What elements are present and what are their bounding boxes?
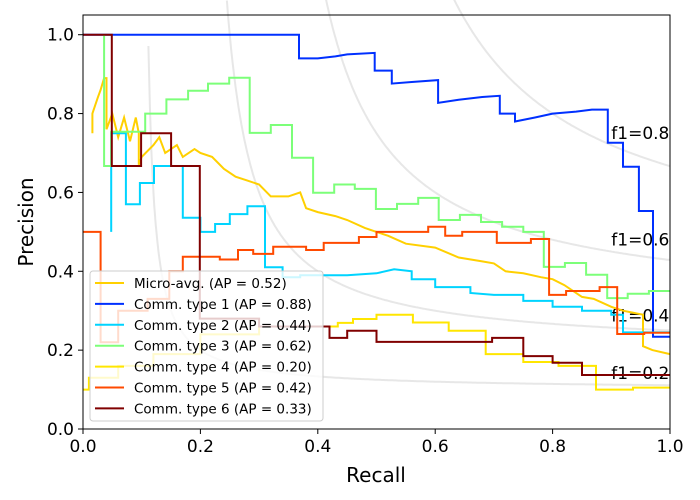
- x-tick-label: 0.6: [422, 437, 449, 457]
- plot-frame: [82, 14, 671, 430]
- y-tick-label: 0.2: [47, 341, 74, 361]
- x-tick-label: 0.4: [304, 437, 331, 457]
- x-tick-label: 0.8: [539, 437, 566, 457]
- legend-label-4: Comm. type 4 (AP = 0.20): [134, 360, 312, 376]
- x-tick-label: 0.2: [187, 437, 214, 457]
- iso-f1-curves: f1=0.2f1=0.4f1=0.6f1=0.8: [147, 0, 671, 387]
- y-axis-label: Precision: [14, 177, 38, 266]
- iso-f1-curve: [453, 0, 671, 168]
- legend: Micro-avg. (AP = 0.52) Comm. type 1 (AP =…: [89, 270, 324, 422]
- x-axis-label: Recall: [346, 463, 406, 487]
- x-tick-label: 0.0: [69, 437, 96, 457]
- series-line-0: [91, 77, 671, 356]
- legend-label-0: Micro-avg. (AP = 0.52): [134, 276, 287, 292]
- y-tick-label: 0.4: [47, 262, 74, 282]
- series-line-1: [83, 33, 670, 338]
- x-axis-ticks: 0.0 0.2 0.4 0.6 0.8 1.0: [69, 429, 684, 457]
- legend-box: [89, 270, 324, 422]
- iso-f1-label: f1=0.6: [611, 231, 669, 251]
- iso-f1-label: f1=0.2: [611, 364, 669, 384]
- y-tick-label: 1.0: [47, 26, 74, 46]
- x-tick-label: 1.0: [656, 437, 683, 457]
- iso-f1-curve: [325, 0, 671, 261]
- y-axis-ticks: 0.0 0.2 0.4 0.6 0.8 1.0: [47, 26, 83, 440]
- legend-label-2: Comm. type 2 (AP = 0.44): [134, 318, 312, 334]
- series-line-6: [83, 33, 670, 376]
- legend-label-1: Comm. type 1 (AP = 0.88): [134, 297, 312, 313]
- y-tick-label: 0.6: [47, 183, 74, 203]
- iso-f1-curve: [225, 0, 670, 332]
- legend-label-5: Comm. type 5 (AP = 0.42): [134, 381, 312, 397]
- legend-label-3: Comm. type 3 (AP = 0.62): [134, 339, 312, 355]
- legend-label-6: Comm. type 6 (AP = 0.33): [134, 401, 312, 417]
- y-tick-label: 0.0: [47, 420, 74, 440]
- iso-f1-label: f1=0.8: [611, 124, 669, 144]
- series-line-3: [103, 34, 670, 300]
- y-tick-label: 0.8: [47, 105, 74, 125]
